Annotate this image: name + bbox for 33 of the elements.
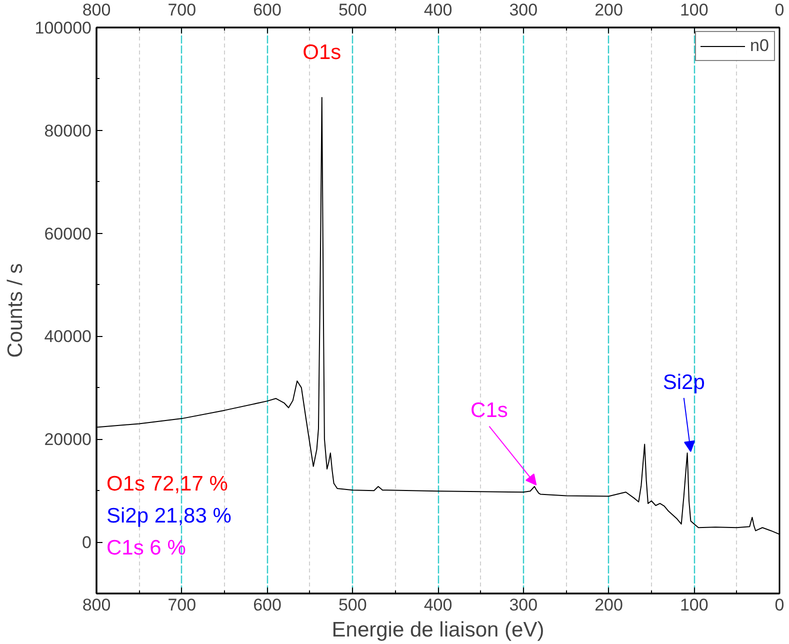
x-tick-label: 800 [82, 596, 111, 614]
annotation: Si2p [662, 370, 705, 394]
annotation: Si2p 21,83 % [106, 504, 232, 528]
y-tick-label: 60000 [44, 224, 92, 244]
x-tick-label: 400 [424, 596, 452, 614]
y-tick-label: 40000 [44, 327, 92, 346]
x2-tick-label: 200 [594, 0, 623, 20]
y-tick-label: 0 [82, 533, 92, 552]
x-axis-title: Energie de liaison (eV) [332, 618, 544, 642]
x2-tick-label: 300 [509, 0, 538, 20]
x-tick-label: 300 [509, 596, 538, 614]
x-tick-label: 0 [774, 596, 784, 614]
annotation: C1s 6 % [106, 536, 186, 560]
x2-tick-label: 700 [168, 0, 196, 20]
x-tick-label: 200 [594, 596, 623, 614]
y-axis-title: Counts / s [4, 263, 27, 358]
x2-tick-label: 800 [82, 0, 111, 20]
legend-label: n0 [750, 36, 770, 56]
y-tick-label: 100000 [34, 18, 92, 38]
x-tick-label: 700 [168, 596, 196, 614]
x2-tick-label: 0 [774, 0, 784, 20]
x2-tick-label: 600 [253, 0, 282, 20]
x2-tick-label: 100 [680, 0, 708, 20]
x-tick-label: 600 [253, 596, 282, 614]
x2-tick-label: 400 [424, 0, 452, 20]
y-tick-label: 80000 [44, 121, 92, 140]
annotation: C1s [470, 399, 508, 422]
x-tick-label: 100 [680, 596, 708, 614]
x2-tick-label: 500 [338, 0, 367, 20]
y-tick-label: 20000 [44, 430, 92, 450]
x-tick-label: 500 [338, 596, 367, 614]
annotation: O1s [302, 41, 342, 64]
annotation: O1s 72,17 % [106, 472, 228, 496]
